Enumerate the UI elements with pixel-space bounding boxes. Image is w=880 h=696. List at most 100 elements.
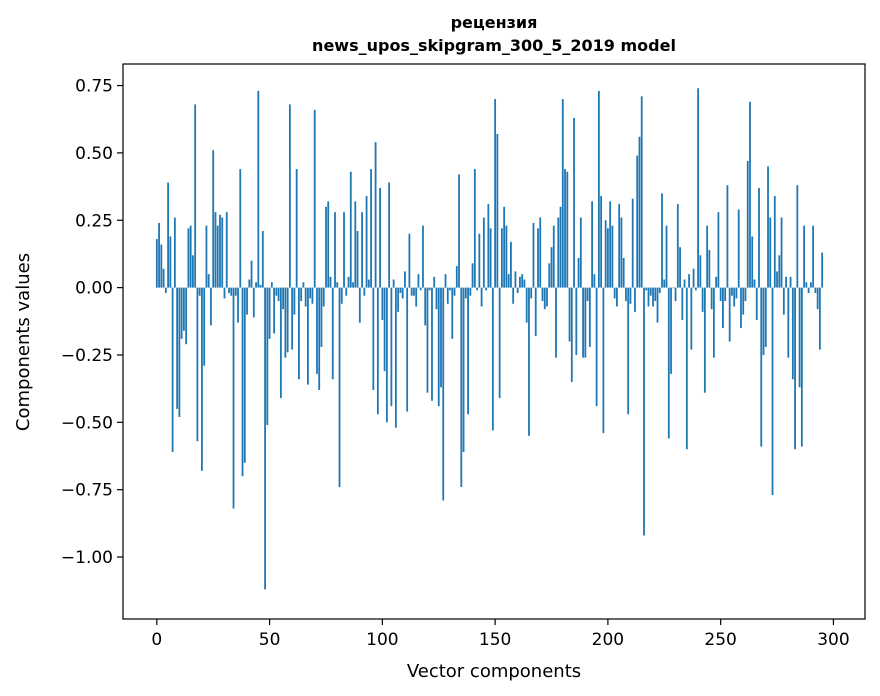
bar-137 — [464, 287, 467, 299]
bar-197 — [600, 196, 603, 288]
bar-151 — [496, 134, 499, 288]
bar-163 — [523, 279, 526, 288]
bar-166 — [530, 287, 533, 299]
bar-38 — [241, 287, 244, 477]
bar-289 — [807, 287, 810, 294]
bar-92 — [363, 287, 366, 296]
bar-176 — [552, 225, 555, 288]
bar-162 — [521, 274, 524, 288]
bar-242 — [701, 287, 704, 312]
bar-292 — [814, 287, 817, 294]
bar-272 — [769, 217, 772, 288]
bar-69 — [311, 287, 314, 304]
bar-146 — [485, 287, 487, 291]
bar-295 — [821, 252, 824, 288]
y-tick-label: −0.50 — [61, 413, 113, 433]
bar-204 — [616, 287, 618, 307]
bar-234 — [683, 279, 686, 288]
bar-1 — [158, 222, 160, 288]
y-tick-label: 0.75 — [75, 77, 113, 97]
bar-85 — [347, 276, 350, 288]
bar-88 — [354, 201, 357, 288]
bar-188 — [579, 217, 582, 288]
bar-198 — [602, 287, 605, 434]
bar-81 — [338, 287, 341, 487]
bar-54 — [277, 287, 280, 302]
bar-240 — [697, 88, 699, 288]
bar-119 — [424, 287, 427, 326]
bar-135 — [460, 287, 463, 487]
bar-132 — [453, 287, 456, 296]
bar-15 — [189, 225, 192, 288]
bar-4 — [164, 287, 167, 294]
bar-154 — [503, 206, 506, 288]
bar-251 — [722, 287, 724, 329]
bar-213 — [636, 155, 639, 288]
x-tick-label: 50 — [259, 630, 281, 650]
bar-147 — [487, 204, 490, 288]
bar-171 — [541, 287, 544, 302]
bar-173 — [546, 287, 548, 307]
bar-153 — [500, 228, 503, 288]
bar-216 — [643, 287, 645, 536]
y-tick-label: −0.75 — [61, 481, 113, 501]
bar-29 — [221, 217, 224, 288]
bar-120 — [426, 287, 429, 393]
bar-44 — [255, 282, 257, 288]
bar-107 — [397, 287, 400, 312]
bar-110 — [404, 271, 406, 288]
bar-280 — [787, 287, 790, 358]
bar-158 — [512, 287, 515, 304]
bar-89 — [356, 231, 359, 288]
bar-255 — [731, 287, 733, 296]
bar-223 — [658, 287, 661, 294]
bar-178 — [557, 217, 560, 288]
bar-20 — [201, 287, 203, 471]
bar-140 — [471, 263, 474, 288]
bar-261 — [744, 287, 747, 302]
bar-130 — [449, 287, 451, 291]
bar-95 — [370, 169, 372, 288]
bar-21 — [203, 287, 206, 366]
y-tick-label: −1.00 — [61, 548, 113, 568]
bar-219 — [649, 287, 652, 296]
bar-125 — [437, 287, 440, 407]
bar-33 — [230, 287, 233, 296]
bar-31 — [225, 212, 228, 288]
x-tick-label: 200 — [592, 630, 624, 650]
bar-257 — [735, 287, 738, 299]
bar-217 — [645, 287, 648, 291]
bar-214 — [638, 136, 641, 288]
bar-273 — [771, 287, 774, 496]
bar-96 — [372, 287, 375, 390]
bar-278 — [782, 287, 785, 315]
bar-131 — [451, 287, 454, 339]
bar-53 — [275, 287, 278, 296]
bar-68 — [309, 287, 312, 299]
bar-274 — [773, 196, 776, 288]
bar-123 — [433, 276, 436, 288]
bar-77 — [329, 276, 332, 288]
bar-65 — [302, 282, 305, 288]
x-tick-label: 150 — [479, 630, 511, 650]
bar-149 — [491, 287, 494, 431]
bar-48 — [264, 287, 266, 590]
bar-141 — [473, 169, 476, 288]
bar-220 — [652, 287, 654, 307]
bar-266 — [755, 287, 758, 320]
bar-30 — [223, 287, 226, 299]
bar-41 — [248, 279, 251, 288]
bar-100 — [381, 287, 384, 320]
bar-111 — [406, 287, 409, 412]
bar-277 — [780, 217, 783, 288]
bar-237 — [690, 287, 693, 350]
bar-269 — [762, 287, 765, 355]
bar-203 — [613, 287, 616, 299]
bar-143 — [478, 233, 481, 288]
bar-74 — [322, 287, 325, 307]
bar-19 — [198, 287, 201, 296]
bar-134 — [458, 174, 460, 288]
bar-241 — [699, 255, 702, 288]
chart-subtitle: news_upos_skipgram_300_5_2019 model — [312, 36, 676, 55]
bar-142 — [476, 287, 478, 291]
